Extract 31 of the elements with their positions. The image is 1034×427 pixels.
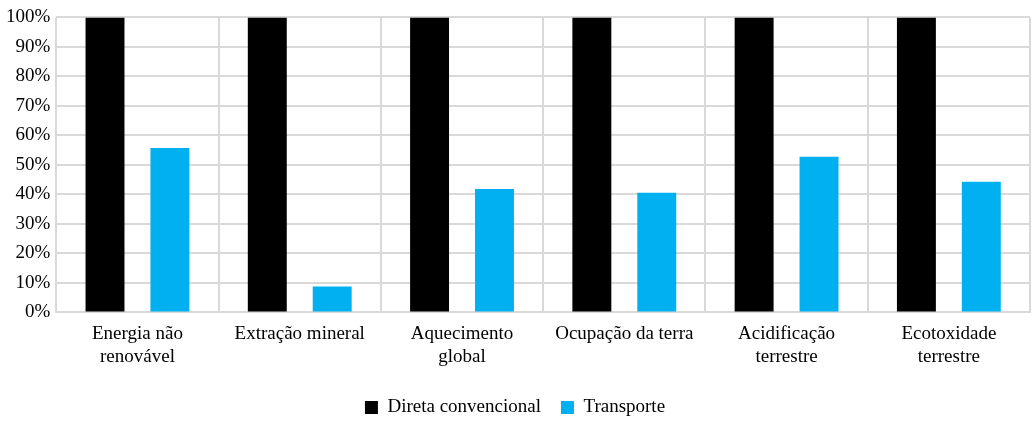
y-tick-label: 0% [25, 300, 51, 322]
y-tick-label: 50% [15, 152, 51, 174]
legend-label: Transporte [583, 395, 666, 417]
y-tick-label: 30% [15, 211, 51, 233]
bar [961, 181, 1001, 312]
x-tick-label: Acidificação terrestre [738, 321, 836, 366]
bar [637, 192, 677, 312]
y-tick-label: 60% [15, 123, 51, 145]
x-tick-label: Ecotoxidade terrestre [901, 321, 997, 366]
x-tick-label: Aquecimento global [410, 321, 514, 366]
bar [150, 148, 190, 312]
bar [896, 17, 936, 312]
y-tick-label: 10% [15, 270, 51, 292]
y-tick-label: 20% [15, 241, 51, 263]
legend-label: Direta convencional [387, 395, 541, 417]
y-tick-label: 100% [6, 5, 51, 27]
y-tick-label: 70% [15, 93, 51, 115]
bar [734, 17, 774, 312]
bar [247, 17, 287, 312]
x-tick-label: Ocupação da terra [555, 321, 694, 343]
x-tick-label: Extração mineral [234, 321, 365, 343]
bar [410, 17, 450, 312]
bar [312, 286, 352, 312]
bar [475, 189, 514, 312]
bar [799, 156, 839, 312]
y-tick-label: 90% [15, 34, 51, 56]
bar [85, 17, 125, 312]
bar [572, 17, 612, 312]
y-tick-label: 40% [15, 182, 51, 204]
y-tick-label: 80% [15, 64, 51, 86]
x-tick-label: Energia não renovável [92, 321, 183, 366]
